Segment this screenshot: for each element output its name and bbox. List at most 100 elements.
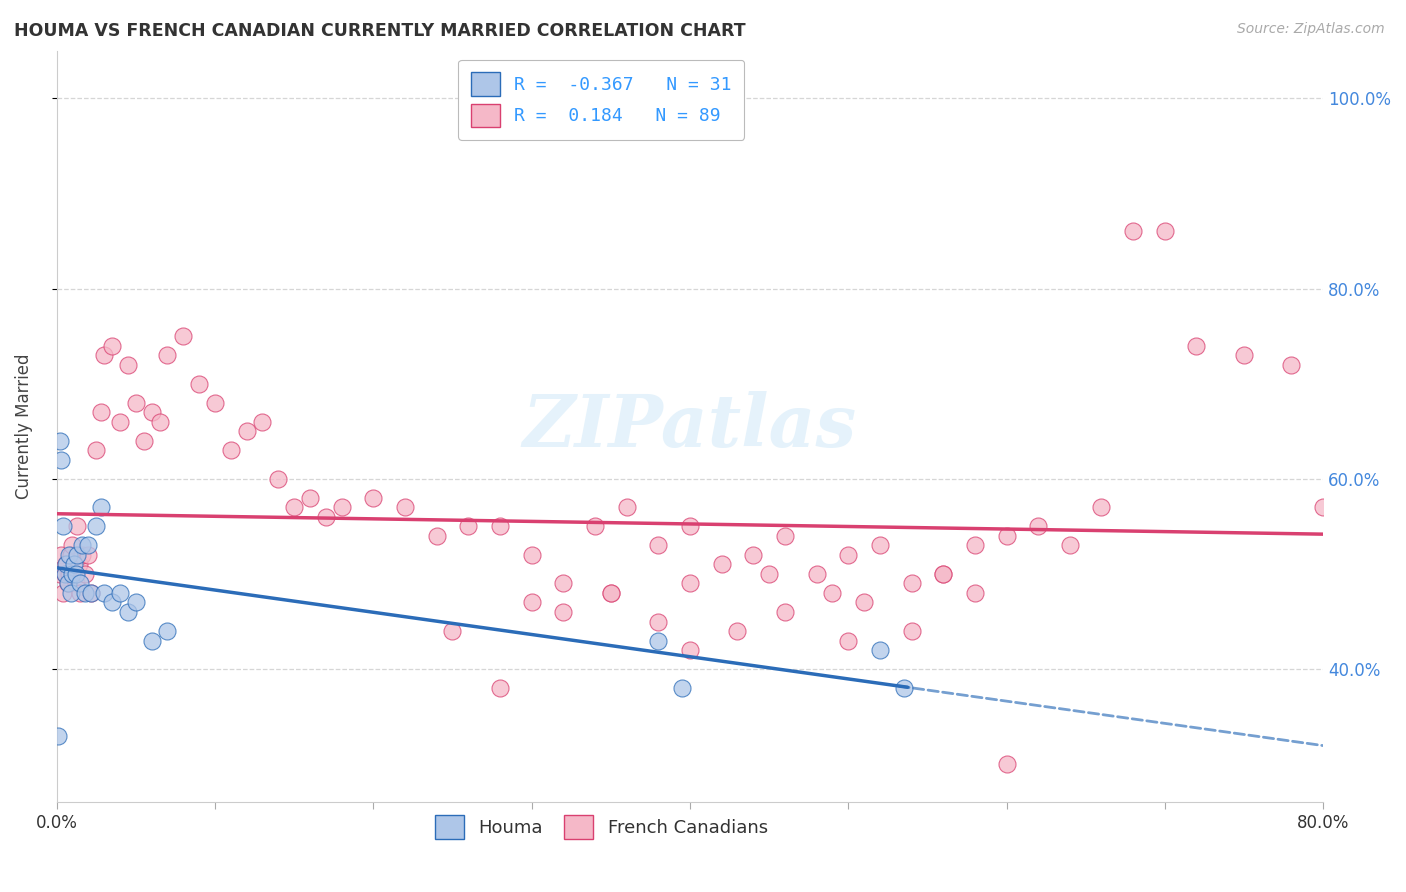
Point: [59, 586, 82, 600]
Point: [70, 548, 93, 562]
Point: [283, 500, 305, 515]
Point: [80, 586, 103, 600]
Point: [647, 615, 669, 629]
Point: [995, 757, 1018, 772]
Point: [869, 538, 891, 552]
Point: [616, 500, 638, 515]
Point: [172, 329, 194, 343]
Point: [1281, 358, 1303, 372]
Point: [219, 443, 242, 458]
Point: [853, 595, 876, 609]
Point: [806, 566, 828, 581]
Point: [235, 424, 257, 438]
Point: [62, 566, 84, 581]
Point: [56, 576, 79, 591]
Point: [900, 576, 922, 591]
Point: [1026, 519, 1049, 533]
Point: [90, 405, 112, 419]
Point: [441, 624, 464, 638]
Point: [66, 548, 89, 562]
Point: [80, 586, 103, 600]
Point: [900, 624, 922, 638]
Point: [75, 586, 97, 600]
Point: [426, 529, 449, 543]
Text: ZIPatlas: ZIPatlas: [523, 391, 856, 462]
Point: [90, 500, 112, 515]
Point: [69, 576, 91, 591]
Point: [46, 729, 69, 743]
Point: [51, 452, 73, 467]
Point: [148, 415, 170, 429]
Point: [55, 558, 77, 572]
Point: [710, 558, 733, 572]
Point: [315, 509, 337, 524]
Point: [1059, 538, 1081, 552]
Point: [204, 395, 226, 409]
Point: [1090, 500, 1112, 515]
Point: [55, 558, 77, 572]
Point: [108, 415, 131, 429]
Point: [49, 434, 72, 448]
Point: [520, 595, 543, 609]
Point: [599, 586, 621, 600]
Point: [457, 519, 479, 533]
Point: [1312, 500, 1334, 515]
Point: [963, 586, 986, 600]
Point: [869, 643, 891, 657]
Point: [65, 566, 87, 581]
Point: [773, 529, 796, 543]
Point: [821, 586, 844, 600]
Point: [65, 576, 87, 591]
Point: [599, 586, 621, 600]
Point: [101, 595, 124, 609]
Text: HOUMA VS FRENCH CANADIAN CURRENTLY MARRIED CORRELATION CHART: HOUMA VS FRENCH CANADIAN CURRENTLY MARRI…: [14, 22, 745, 40]
Point: [53, 566, 76, 581]
Point: [108, 586, 131, 600]
Point: [679, 643, 702, 657]
Point: [758, 566, 780, 581]
Text: Source: ZipAtlas.com: Source: ZipAtlas.com: [1237, 22, 1385, 37]
Y-axis label: Currently Married: Currently Married: [15, 354, 32, 500]
Point: [553, 605, 575, 619]
Point: [188, 376, 211, 391]
Point: [117, 358, 139, 372]
Point: [156, 348, 179, 362]
Point: [553, 576, 575, 591]
Point: [67, 558, 90, 572]
Point: [520, 548, 543, 562]
Point: [101, 338, 124, 352]
Point: [93, 586, 115, 600]
Point: [84, 519, 107, 533]
Point: [117, 605, 139, 619]
Point: [69, 586, 91, 600]
Point: [932, 566, 955, 581]
Point: [837, 548, 859, 562]
Point: [298, 491, 321, 505]
Point: [59, 548, 82, 562]
Point: [330, 500, 353, 515]
Point: [66, 519, 89, 533]
Point: [125, 595, 148, 609]
Point: [893, 681, 915, 695]
Legend: Houma, French Canadians: Houma, French Canadians: [427, 808, 775, 846]
Point: [671, 681, 693, 695]
Point: [995, 529, 1018, 543]
Point: [679, 519, 702, 533]
Point: [742, 548, 765, 562]
Point: [84, 443, 107, 458]
Point: [125, 395, 148, 409]
Point: [75, 566, 97, 581]
Point: [1185, 338, 1208, 352]
Point: [77, 538, 100, 552]
Point: [932, 566, 955, 581]
Point: [837, 633, 859, 648]
Point: [489, 681, 512, 695]
Point: [58, 566, 80, 581]
Point: [1233, 348, 1256, 362]
Point: [267, 472, 290, 486]
Point: [156, 624, 179, 638]
Point: [679, 576, 702, 591]
Point: [52, 586, 75, 600]
Point: [70, 538, 93, 552]
Point: [63, 566, 86, 581]
